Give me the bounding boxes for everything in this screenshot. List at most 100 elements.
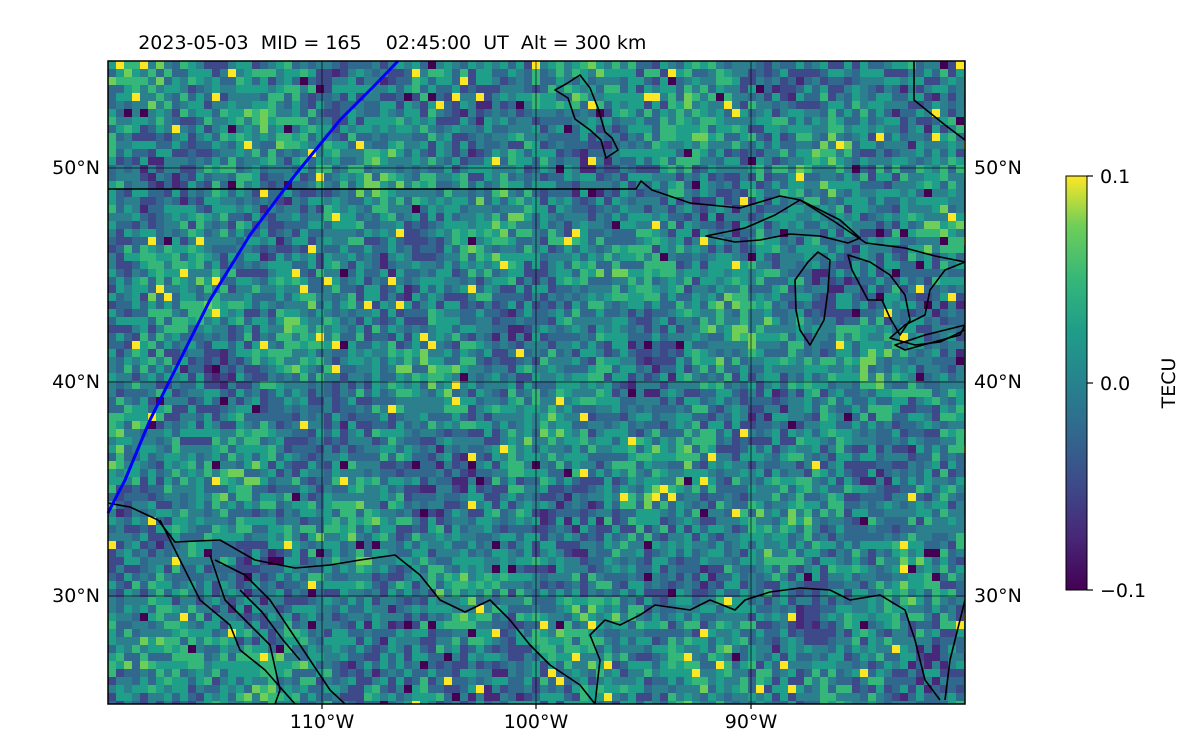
tec-cell [700, 325, 708, 333]
tec-cell [476, 349, 484, 357]
tec-cell [356, 549, 364, 557]
tec-cell [292, 501, 300, 509]
tec-cell [900, 373, 908, 381]
tec-cell [204, 253, 212, 261]
tec-cell [804, 133, 812, 141]
tec-cell [524, 333, 532, 341]
tec-cell [828, 285, 836, 293]
tec-cell [196, 237, 204, 245]
tec-cell [124, 245, 132, 253]
tec-cell [820, 349, 828, 357]
tec-cell [844, 237, 852, 245]
tec-cell [788, 421, 796, 429]
tec-cell [292, 85, 300, 93]
tec-cell [236, 333, 244, 341]
tec-cell [436, 277, 444, 285]
tec-cell [116, 285, 124, 293]
tec-cell [628, 277, 636, 285]
tec-cell [900, 61, 908, 69]
tec-cell [820, 405, 828, 413]
tec-cell [772, 461, 780, 469]
tec-cell [244, 485, 252, 493]
tec-cell [620, 317, 628, 325]
tec-cell [524, 109, 532, 117]
tec-cell [364, 293, 372, 301]
tec-cell [124, 325, 132, 333]
tec-cell [404, 269, 412, 277]
tec-cell [788, 381, 796, 389]
tec-cell [492, 373, 500, 381]
tec-cell [388, 445, 396, 453]
tec-cell [268, 157, 276, 165]
tec-cell [884, 293, 892, 301]
tec-cell [892, 61, 900, 69]
tec-cell [228, 245, 236, 253]
tec-cell [452, 525, 460, 533]
tec-cell [404, 285, 412, 293]
tec-cell [836, 397, 844, 405]
tec-cell [116, 509, 124, 517]
tec-cell [668, 389, 676, 397]
tec-cell [492, 541, 500, 549]
tec-cell [716, 293, 724, 301]
tec-cell [804, 349, 812, 357]
tec-cell [124, 157, 132, 165]
tec-cell [700, 117, 708, 125]
tec-cell [260, 245, 268, 253]
tec-cell [236, 317, 244, 325]
tec-cell [564, 469, 572, 477]
tec-cell [612, 373, 620, 381]
tec-cell [636, 461, 644, 469]
tec-cell [740, 381, 748, 389]
tec-cell [812, 541, 820, 549]
tec-cell [524, 509, 532, 517]
tec-cell [596, 309, 604, 317]
tec-cell [444, 93, 452, 101]
tec-cell [388, 245, 396, 253]
tec-cell [308, 381, 316, 389]
tec-cell [436, 237, 444, 245]
tec-cell [388, 213, 396, 221]
tec-cell [516, 349, 524, 357]
tec-cell [948, 357, 956, 365]
tec-cell [516, 493, 524, 501]
tec-cell [388, 413, 396, 421]
tec-cell [212, 341, 220, 349]
tec-cell [140, 421, 148, 429]
tec-cell [828, 181, 836, 189]
tec-cell [788, 149, 796, 157]
tec-cell [908, 493, 916, 501]
tec-cell [852, 413, 860, 421]
tec-cell [308, 189, 316, 197]
tec-cell [156, 381, 164, 389]
tec-cell [612, 261, 620, 269]
tec-cell [692, 437, 700, 445]
tec-cell [652, 477, 660, 485]
tec-cell [676, 285, 684, 293]
tec-cell [116, 109, 124, 117]
tec-cell [940, 277, 948, 285]
tec-cell [588, 213, 596, 221]
tec-cell [620, 373, 628, 381]
tec-cell [572, 333, 580, 341]
tec-cell [124, 205, 132, 213]
tec-cell [916, 453, 924, 461]
tec-cell [508, 197, 516, 205]
tec-cell [180, 309, 188, 317]
tec-cell [820, 517, 828, 525]
tec-cell [692, 485, 700, 493]
tec-cell [876, 421, 884, 429]
tec-cell [812, 509, 820, 517]
tec-cell [420, 485, 428, 493]
tec-cell [756, 365, 764, 373]
tec-cell [188, 173, 196, 181]
tec-cell [780, 317, 788, 325]
tec-cell [724, 445, 732, 453]
tec-cell [644, 277, 652, 285]
tec-cell [492, 149, 500, 157]
tec-cell [748, 333, 756, 341]
tec-cell [700, 229, 708, 237]
tec-cell [652, 189, 660, 197]
tec-cell [172, 149, 180, 157]
tec-cell [652, 293, 660, 301]
